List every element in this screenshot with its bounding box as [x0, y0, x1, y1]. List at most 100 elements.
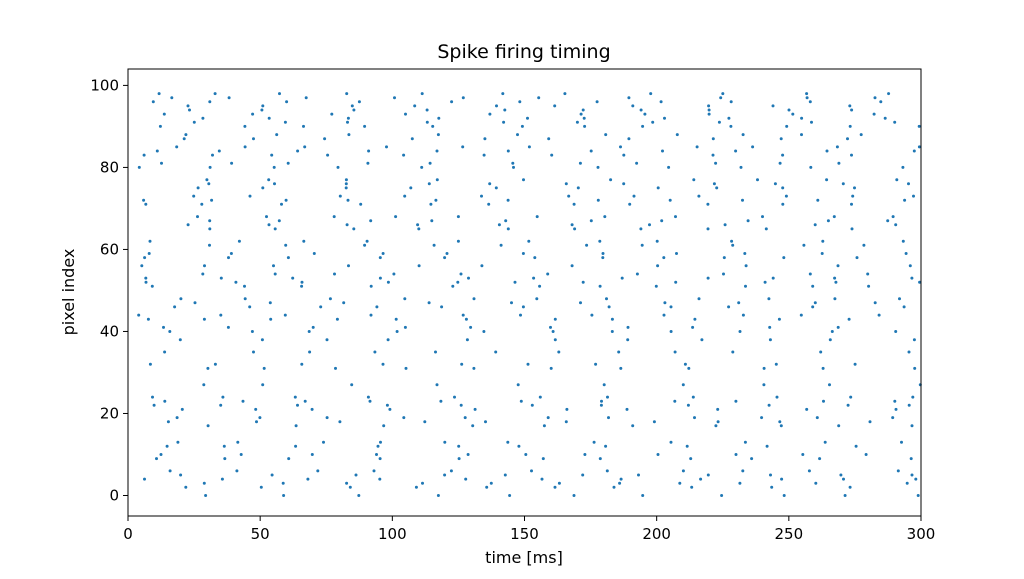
spike-point	[208, 219, 212, 223]
spike-point	[596, 165, 600, 169]
spike-points	[137, 92, 922, 497]
spike-point	[564, 420, 568, 424]
spike-point	[378, 276, 382, 280]
spike-point	[510, 301, 513, 305]
spike-point	[678, 481, 682, 485]
spike-point	[877, 313, 881, 317]
spike-point	[182, 137, 186, 141]
spike-point	[854, 444, 858, 448]
spike-point	[248, 305, 252, 309]
spike-point	[482, 330, 486, 333]
spike-point	[756, 178, 759, 182]
spike-point	[227, 256, 230, 260]
spike-point	[376, 444, 380, 448]
spike-point	[381, 362, 385, 366]
spike-point	[184, 485, 188, 489]
spike-point	[815, 416, 819, 420]
spike-point	[547, 137, 551, 141]
spike-point	[208, 243, 211, 247]
spike-point	[850, 153, 853, 157]
spike-point	[300, 280, 304, 284]
spike-point	[839, 473, 843, 477]
spike-point	[751, 145, 755, 149]
spike-point	[687, 366, 691, 370]
spike-point	[649, 92, 653, 96]
spike-point	[656, 453, 660, 456]
spike-point	[673, 399, 677, 403]
spike-point	[598, 284, 602, 288]
spike-point	[330, 112, 334, 116]
spike-point	[868, 420, 872, 424]
spike-point	[445, 252, 449, 255]
spike-point	[506, 227, 510, 231]
spike-point	[436, 494, 440, 497]
spike-point	[267, 116, 271, 120]
spike-point	[250, 330, 254, 333]
spike-point	[853, 186, 856, 190]
spike-point	[344, 178, 348, 182]
spike-point	[873, 301, 877, 305]
spike-point	[801, 453, 805, 456]
spike-point	[404, 366, 408, 370]
spike-point	[767, 403, 771, 407]
spike-point	[304, 96, 308, 100]
spike-point	[730, 239, 734, 243]
spike-point	[291, 276, 295, 280]
spike-point	[631, 424, 635, 428]
spike-point	[443, 256, 447, 260]
spike-point	[800, 116, 804, 120]
spike-point	[530, 469, 533, 473]
spike-point	[143, 256, 147, 260]
x-tick-label: 0	[123, 525, 133, 543]
spike-point	[894, 407, 898, 411]
spike-point	[235, 469, 239, 473]
spike-point	[456, 215, 460, 219]
x-tick-label: 250	[775, 525, 804, 543]
spike-point	[764, 227, 768, 231]
spike-point	[201, 116, 205, 120]
spike-point	[386, 338, 390, 342]
spike-point	[456, 239, 460, 243]
spike-point	[763, 280, 767, 284]
spike-point	[731, 243, 735, 247]
spike-point	[533, 256, 537, 260]
spike-point	[175, 145, 179, 149]
spike-point	[270, 153, 274, 157]
spike-point	[811, 305, 815, 309]
spike-point	[357, 100, 361, 104]
spike-point	[606, 395, 609, 399]
spike-point	[739, 165, 743, 169]
spike-point	[334, 366, 337, 370]
spike-point	[524, 453, 528, 456]
spike-point	[230, 161, 234, 165]
spike-point	[731, 350, 735, 354]
spike-point	[750, 457, 754, 461]
spike-point	[350, 383, 354, 387]
spike-point	[388, 407, 392, 411]
spike-point	[807, 469, 811, 473]
spike-point	[862, 243, 866, 247]
spike-point	[910, 424, 914, 428]
spike-point	[583, 453, 587, 456]
spike-point	[767, 297, 771, 301]
spike-point	[146, 317, 150, 321]
spike-point	[601, 252, 605, 255]
spike-point	[375, 453, 378, 456]
spike-point	[675, 252, 678, 255]
y-tick-label: 40	[100, 322, 119, 340]
spike-point	[200, 202, 204, 206]
spike-point	[675, 133, 679, 137]
spike-point	[273, 182, 276, 186]
spike-point	[662, 313, 666, 317]
spike-point	[626, 325, 630, 329]
spike-point	[765, 444, 769, 448]
spike-point	[821, 239, 825, 243]
spike-point	[140, 264, 144, 268]
spike-point	[485, 485, 489, 489]
spike-point	[385, 145, 388, 149]
spike-point	[819, 350, 823, 354]
spike-point	[582, 116, 586, 120]
spike-point	[312, 252, 316, 255]
spike-point	[303, 145, 307, 149]
spike-point	[592, 440, 596, 444]
